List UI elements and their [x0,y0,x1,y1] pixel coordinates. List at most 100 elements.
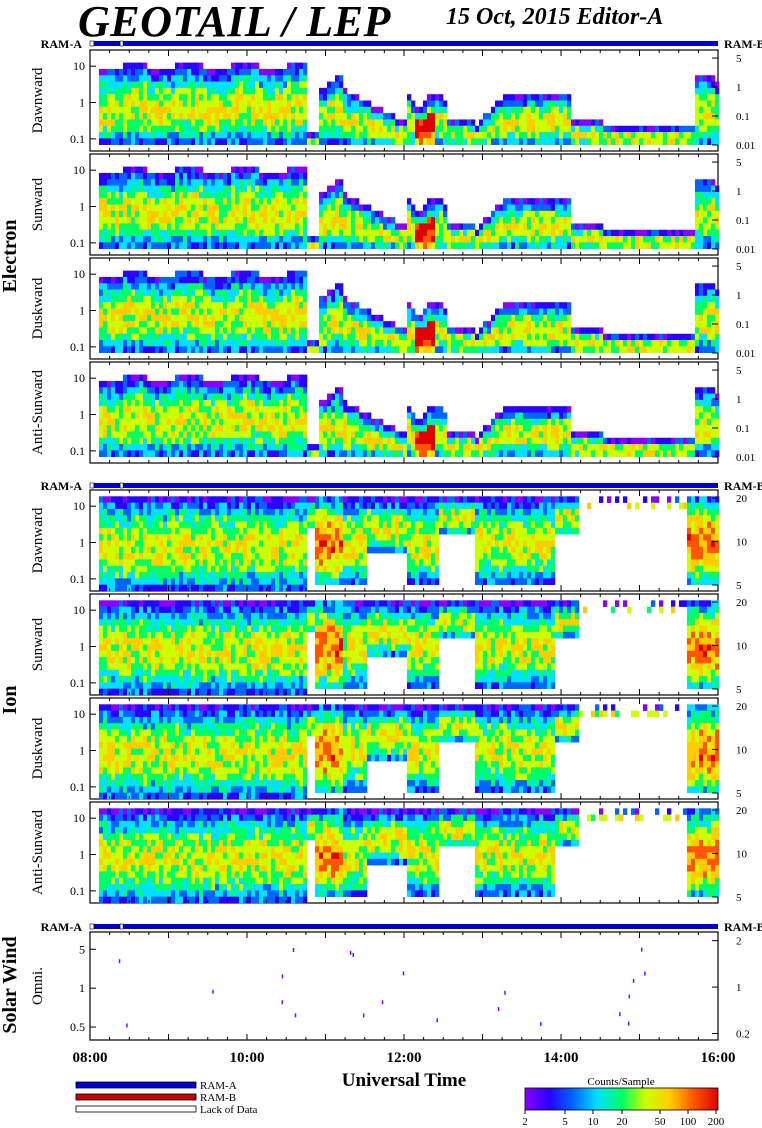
spectro-cell [699,179,704,186]
spectro-cell [535,100,540,108]
spectro-cell [231,81,236,89]
spectro-cell [123,125,128,133]
spectro-cell [383,125,388,133]
spectro-cell [107,450,112,457]
spectro-cell [283,380,288,388]
spectro-cell [483,425,488,432]
spectro-cell [179,412,184,420]
spectro-cell [247,289,252,297]
spectro-cell [231,418,236,426]
spectro-cell [215,119,220,127]
spectro-cell [355,308,360,316]
spectro-cell [511,229,516,237]
spectro-cell [439,106,444,114]
spectro-cell [231,437,236,445]
spectro-cell [347,100,352,108]
spectro-cell [559,340,564,347]
spectro-cell [575,138,580,145]
spectro-cell [419,119,424,127]
spectro-cell [503,242,508,249]
spectro-cell [339,295,344,303]
spectro-cell [107,380,112,388]
spectro-cell [195,295,200,303]
spectro-cell [571,236,576,243]
spectro-cell [167,399,172,407]
spectro-cell [275,138,280,145]
spectro-cell [167,242,172,249]
spectro-cell [659,333,664,341]
spectro-cell [279,185,284,193]
spectro-cell [175,346,180,353]
spectro-cell [347,217,352,224]
spectro-cell [419,444,424,451]
spectro-cell [203,223,208,231]
spectro-cell [519,229,524,237]
spectro-cell [679,229,684,237]
spectro-cell [199,138,204,145]
spectro-cell [187,106,192,114]
spectro-cell [103,68,108,76]
spectro-cell [107,191,112,199]
spectro-cell [407,132,412,139]
spectro-cell [223,68,228,76]
spectro-cell [635,132,640,139]
spectro-cell [207,242,212,249]
spectro-cell [667,333,672,341]
spectro-cell [239,276,244,284]
spectro-cell [111,406,116,413]
spectro-cell [299,81,304,89]
spectro-cell [687,236,692,243]
spectro-cell [703,138,708,145]
spectro-cell [155,418,160,426]
spectro-cell [315,138,320,145]
spectro-cell [711,191,716,199]
spectro-cell [251,425,256,432]
spectro-cell [567,321,572,328]
spectro-cell [151,295,156,303]
spectro-cell [155,229,160,237]
spectro-cell [527,229,532,237]
spectro-cell [439,308,444,316]
spectro-cell [407,223,412,231]
spectro-cell [147,276,152,284]
spectro-cell [211,242,216,249]
spectro-cell [151,418,156,426]
spectro-cell [427,229,432,237]
spectro-cell [211,340,216,347]
spectro-cell [559,223,564,231]
spectro-cell [579,119,584,127]
spectro-cell [291,179,296,186]
spectro-cell [247,406,252,413]
spectro-cell [295,223,300,231]
spectro-cell [167,198,172,205]
spectro-cell [183,166,188,174]
spectro-cell [415,242,420,249]
spectro-cell [383,321,388,328]
spectro-cell [119,217,124,224]
spectro-cell [147,106,152,114]
spectro-cell [311,346,316,353]
spectro-cell [235,87,240,95]
spectro-cell [443,321,448,328]
spectro-cell [431,340,436,347]
spectro-cell [591,119,596,127]
spectro-cell [291,229,296,237]
spectro-cell [147,217,152,224]
spectro-cell [115,100,120,108]
spectro-cell [555,217,560,224]
spectro-cell [455,229,460,237]
spectro-cell [407,437,412,445]
spectro-cell [159,132,164,139]
spectro-cell [219,399,224,407]
spectro-cell [591,333,596,341]
spectro-cell [107,340,112,347]
spectro-cell [475,333,480,341]
spectro-cell [199,380,204,388]
spectro-cell [379,340,384,347]
spectro-cell [699,198,704,205]
spectro-cell [567,210,572,218]
spectro-cell [707,295,712,303]
spectro-cell [259,242,264,249]
spectro-cell [151,321,156,328]
spectro-cell [175,100,180,108]
